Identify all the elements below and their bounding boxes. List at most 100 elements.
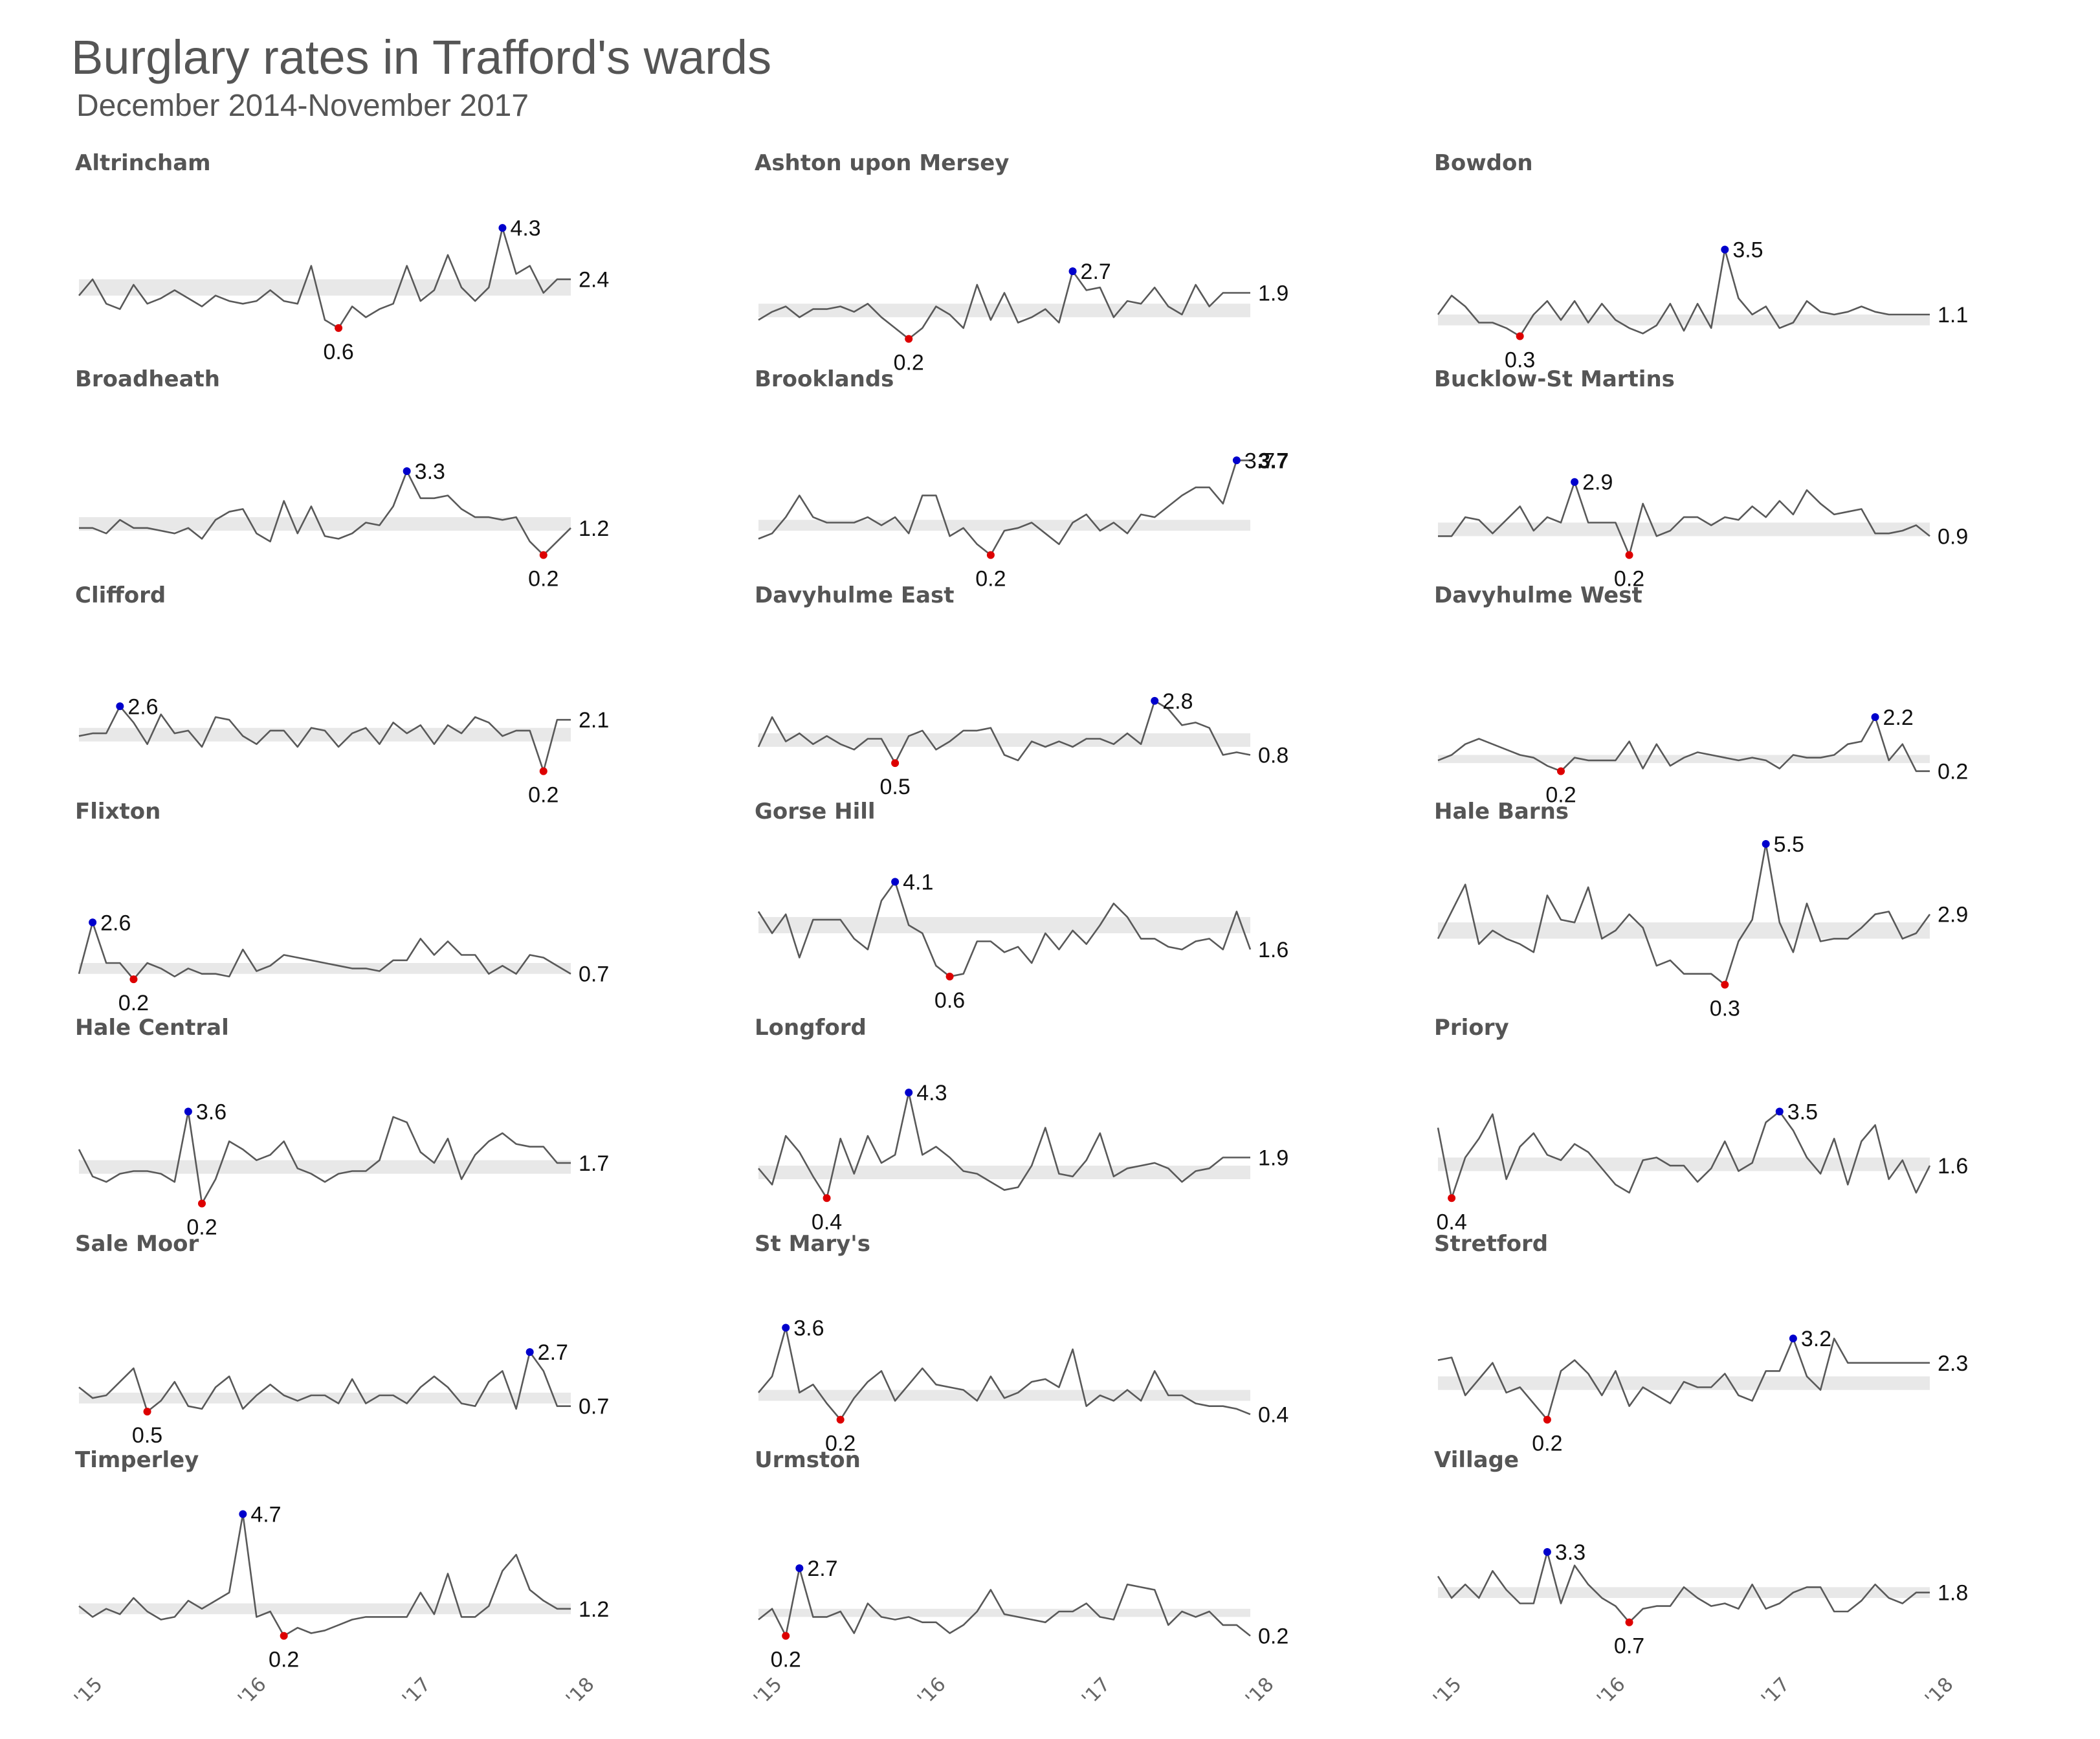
panel-davyhulme-west: Davyhulme West 2.2 0.2 0.2	[1434, 582, 2081, 808]
max-point	[795, 1564, 804, 1573]
series-line	[1437, 843, 1931, 986]
panel-clifford: Clifford 2.6 0.2 2.1	[75, 582, 722, 808]
min-point	[143, 1408, 151, 1416]
max-point	[498, 224, 507, 232]
panel-gorse-hill: Gorse Hill 4.1 0.6 1.6	[755, 799, 1402, 1013]
typical-range-band	[758, 733, 1250, 747]
last-value-label: 1.8	[1938, 1581, 1968, 1606]
max-point	[782, 1324, 790, 1332]
sparkline-chart: 2.7 0.2 1.9	[758, 260, 1288, 375]
min-point	[986, 551, 995, 559]
max-label: 4.3	[510, 216, 540, 241]
max-label: 2.7	[807, 1556, 837, 1581]
panel-urmston: Urmston 2.7 0.2 0.2	[755, 1447, 1402, 1672]
min-point	[129, 975, 138, 984]
panel-title: Flixton	[75, 799, 161, 825]
sparkline-chart: 2.7 0.5 0.7	[78, 1340, 609, 1448]
max-label: 2.9	[1582, 471, 1613, 495]
min-label: 0.2	[186, 1215, 217, 1240]
max-label: 3.2	[1801, 1327, 1831, 1351]
panel-title: Longford	[755, 1015, 867, 1041]
sparkline-chart: 4.3 0.4 1.9	[758, 1081, 1288, 1234]
last-value-label: 0.4	[1258, 1402, 1288, 1427]
sparkline-chart: 2.2 0.2 0.2	[1437, 705, 1968, 808]
panel-title: Clifford	[75, 582, 166, 608]
min-point	[539, 767, 547, 775]
max-point	[89, 918, 97, 927]
series-line	[79, 470, 571, 556]
max-label: 4.1	[903, 870, 933, 895]
max-label: 3.3	[415, 460, 445, 484]
series-line	[1437, 716, 1930, 772]
last-value-label: 0.2	[1938, 760, 1968, 784]
x-tick-label: '15	[70, 1673, 107, 1711]
panel-title: Hale Barns	[1434, 799, 1569, 825]
panel-title: Stretford	[1434, 1231, 1549, 1257]
panel-sale-moor: Sale Moor 2.7 0.5 0.7	[75, 1231, 722, 1448]
typical-range-band	[758, 520, 1250, 531]
typical-range-band	[758, 304, 1250, 318]
sparkline-chart: 3.6 0.2 0.4	[758, 1316, 1288, 1456]
panel-title: Urmston	[755, 1447, 861, 1473]
typical-range-band	[79, 1392, 571, 1404]
last-value-label: 1.2	[579, 1597, 609, 1622]
min-label: 0.5	[132, 1423, 162, 1448]
typical-range-band	[79, 963, 571, 974]
panel-broadheath: Broadheath 3.3 0.2 1.2	[75, 366, 722, 592]
panel-ashton-upon-mersey: Ashton upon Mersey 2.7 0.2 1.9	[755, 150, 1402, 375]
sparkline-chart: 3.7 0.2 3.7	[758, 449, 1288, 592]
series-line	[757, 881, 1252, 978]
min-point	[1557, 767, 1565, 775]
sparkline-chart: 3.3 0.2 1.2	[79, 460, 609, 592]
last-value-label: 2.1	[579, 708, 609, 733]
panel-bucklow-st-martins: Bucklow-St Martins 2.9 0.2 0.9	[1434, 366, 2081, 592]
max-label: 4.3	[916, 1081, 947, 1105]
max-label: 5.5	[1774, 832, 1804, 857]
min-label: 0.2	[269, 1648, 299, 1672]
min-point	[1448, 1194, 1456, 1202]
x-tick-label: '16	[913, 1673, 951, 1711]
series-line	[758, 270, 1250, 340]
last-value-label: 0.9	[1938, 524, 1968, 549]
x-tick-label: '16	[1593, 1673, 1630, 1711]
x-tick-label: '15	[1429, 1673, 1466, 1711]
x-tick-label: '18	[1921, 1673, 1958, 1711]
last-value-label: 1.7	[579, 1151, 609, 1176]
typical-range-band	[1438, 522, 1930, 537]
min-label: 0.6	[323, 340, 353, 364]
max-point	[1871, 713, 1879, 721]
typical-range-band	[79, 1603, 571, 1615]
panel-hale-central: Hale Central 3.6 0.2 1.7	[75, 1015, 722, 1240]
min-label: 0.3	[1505, 348, 1535, 372]
min-point	[905, 335, 913, 343]
series-line	[78, 1513, 571, 1637]
max-label: 2.6	[100, 911, 131, 935]
panel-title: Sale Moor	[75, 1231, 199, 1257]
min-point	[1516, 332, 1524, 340]
panel-st-mary-s: St Mary's 3.6 0.2 0.4	[755, 1231, 1402, 1456]
typical-range-band	[79, 1160, 571, 1174]
max-point	[1721, 245, 1729, 254]
panel-title: Altrincham	[75, 150, 211, 176]
panel-title: St Mary's	[755, 1231, 870, 1257]
min-label: 0.2	[118, 991, 149, 1015]
sparkline-chart: 3.5 0.3 1.1	[1437, 238, 1968, 372]
min-point	[198, 1199, 206, 1208]
sparkline-chart: 2.8 0.5 0.8	[757, 689, 1288, 799]
min-point	[280, 1632, 288, 1640]
sparkline-chart: 2.7 0.2 0.2	[758, 1556, 1288, 1672]
last-value-label: 2.4	[579, 268, 609, 293]
typical-range-band	[1438, 1587, 1930, 1599]
max-label: 3.7	[1244, 449, 1275, 473]
x-tick-label: '17	[1077, 1673, 1115, 1711]
panel-title: Davyhulme East	[755, 582, 955, 608]
series-line	[78, 922, 571, 980]
min-label: 0.3	[1710, 996, 1740, 1021]
max-label: 3.3	[1555, 1540, 1586, 1565]
panel-village: Village 3.3 0.7 1.8	[1434, 1447, 2081, 1661]
last-value-label: 0.2	[1258, 1624, 1288, 1649]
panel-title: Davyhulme West	[1434, 582, 1642, 608]
min-point	[1625, 551, 1633, 559]
min-point	[1625, 1618, 1633, 1626]
series-line	[1438, 481, 1930, 556]
